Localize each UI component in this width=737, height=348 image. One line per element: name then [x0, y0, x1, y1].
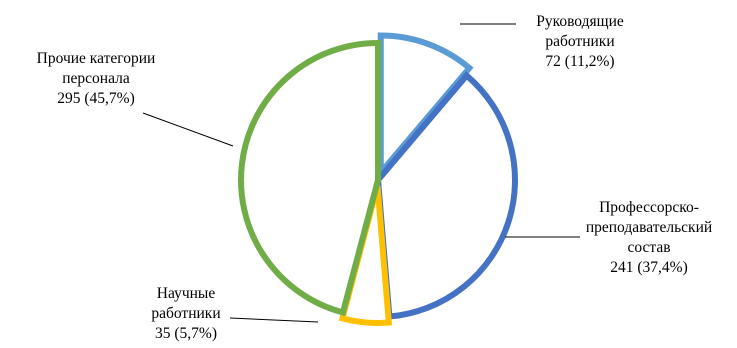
- leader-line-4: [142, 112, 234, 147]
- pie-slice-3: [338, 185, 393, 326]
- data-label-line: работники: [151, 305, 220, 322]
- data-label-line: состав: [627, 239, 670, 256]
- data-label-line: преподавательский: [586, 219, 712, 236]
- data-label-4: Прочие категории персонала 295 (45,7%): [37, 50, 156, 107]
- data-label-line: Руководящие: [536, 13, 624, 30]
- labels-layer: Руководящие работники 72 (11,2%) Профессорс…: [37, 13, 712, 342]
- leader-lines-layer: [142, 23, 580, 323]
- data-label-3: Научные работники 35 (5,7%): [151, 285, 220, 342]
- pie-slice-1: [377, 32, 474, 181]
- data-label-value: 241 (37,4%): [610, 259, 688, 276]
- data-label-line: Профессорско-: [599, 199, 699, 216]
- slices-layer: [238, 32, 518, 326]
- leader-line-3: [229, 317, 319, 323]
- pie-slice-2: [374, 71, 518, 320]
- data-label-value: 295 (45,7%): [57, 90, 135, 107]
- pie-slice-4: [238, 39, 381, 317]
- data-label-value: 72 (11,2%): [545, 53, 614, 70]
- data-label-line: Научные: [157, 285, 216, 302]
- data-label-value: 35 (5,7%): [155, 325, 217, 342]
- data-label-line: персонала: [62, 70, 130, 87]
- data-label-line: Прочие категории: [37, 50, 156, 67]
- data-label-2: Профессорско-преподавательский состав 241 …: [586, 199, 712, 276]
- data-label-line: работники: [545, 33, 614, 50]
- data-label-1: Руководящие работники 72 (11,2%): [536, 13, 624, 70]
